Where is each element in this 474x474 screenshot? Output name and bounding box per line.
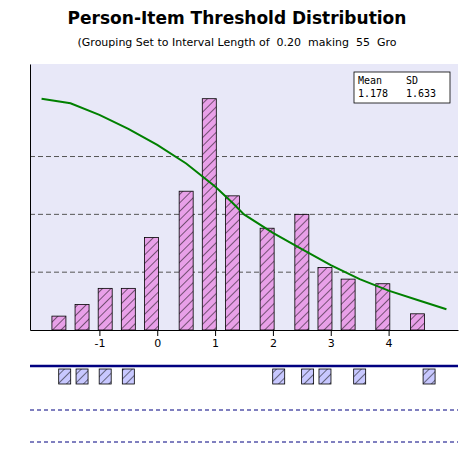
x-axis: -1 0 1 2 3 4 <box>31 330 459 350</box>
x-tick: -1 <box>94 330 105 350</box>
bar <box>295 214 309 330</box>
x-tick: 4 <box>386 330 393 350</box>
item-threshold <box>99 369 111 384</box>
title: Person-Item Threshold Distribution <box>68 8 407 28</box>
x-tick-label: 3 <box>328 337 335 350</box>
bar <box>318 268 332 330</box>
reference-line <box>30 272 458 273</box>
y-axis-line <box>30 65 31 331</box>
bottom-dashed-line <box>30 410 458 411</box>
x-tick: 0 <box>154 330 161 350</box>
bar <box>341 279 355 330</box>
bar <box>225 196 239 330</box>
x-tick-mark <box>389 330 390 336</box>
x-tick-mark <box>157 330 158 336</box>
bar <box>98 288 112 330</box>
x-tick-label: 4 <box>386 337 393 350</box>
item-threshold <box>273 369 285 384</box>
item-threshold <box>302 369 314 384</box>
bar <box>75 305 89 330</box>
bar <box>411 314 425 330</box>
x-tick-mark <box>331 330 332 336</box>
stats-value: 1.178 <box>358 88 388 99</box>
curve <box>42 99 447 309</box>
stats-value: 1.633 <box>406 88 436 99</box>
x-tick: 3 <box>328 330 335 350</box>
y-axis <box>30 65 31 331</box>
x-tick-label: 1 <box>212 337 219 350</box>
bar <box>144 237 158 330</box>
bar <box>121 288 135 330</box>
subtitle: (Grouping Set to Interval Length of 0.20… <box>78 36 397 49</box>
item-threshold <box>76 369 88 384</box>
x-tick-label: 2 <box>270 337 277 350</box>
item-strip-line <box>30 365 458 368</box>
bar <box>52 316 66 330</box>
item-threshold <box>59 369 71 384</box>
bottom-dashed-line <box>30 442 458 443</box>
stats-box: Mean 1.178 SD 1.633 <box>354 72 450 103</box>
bar <box>202 99 216 330</box>
item-threshold <box>319 369 331 384</box>
x-tick-mark <box>99 330 100 336</box>
x-tick: 1 <box>212 330 219 350</box>
x-tick: 2 <box>270 330 277 350</box>
stats-label: Mean <box>358 75 382 86</box>
reference-line <box>30 156 458 157</box>
x-tick-label: -1 <box>94 337 105 350</box>
x-tick-mark <box>273 330 274 336</box>
plot-area <box>30 99 458 330</box>
plot-background <box>30 64 458 330</box>
item-threshold <box>423 369 435 384</box>
item-threshold <box>122 369 134 384</box>
x-tick-label: 0 <box>154 337 161 350</box>
bar <box>260 228 274 330</box>
stats-label: SD <box>406 75 418 86</box>
x-axis-line <box>31 330 459 331</box>
item-threshold <box>354 369 366 384</box>
x-tick-mark <box>215 330 216 336</box>
bar <box>179 191 193 330</box>
stats-box-frame <box>354 72 450 103</box>
item-strip <box>30 366 458 384</box>
chart: Person-Item Threshold Distribution (Group… <box>0 0 474 474</box>
